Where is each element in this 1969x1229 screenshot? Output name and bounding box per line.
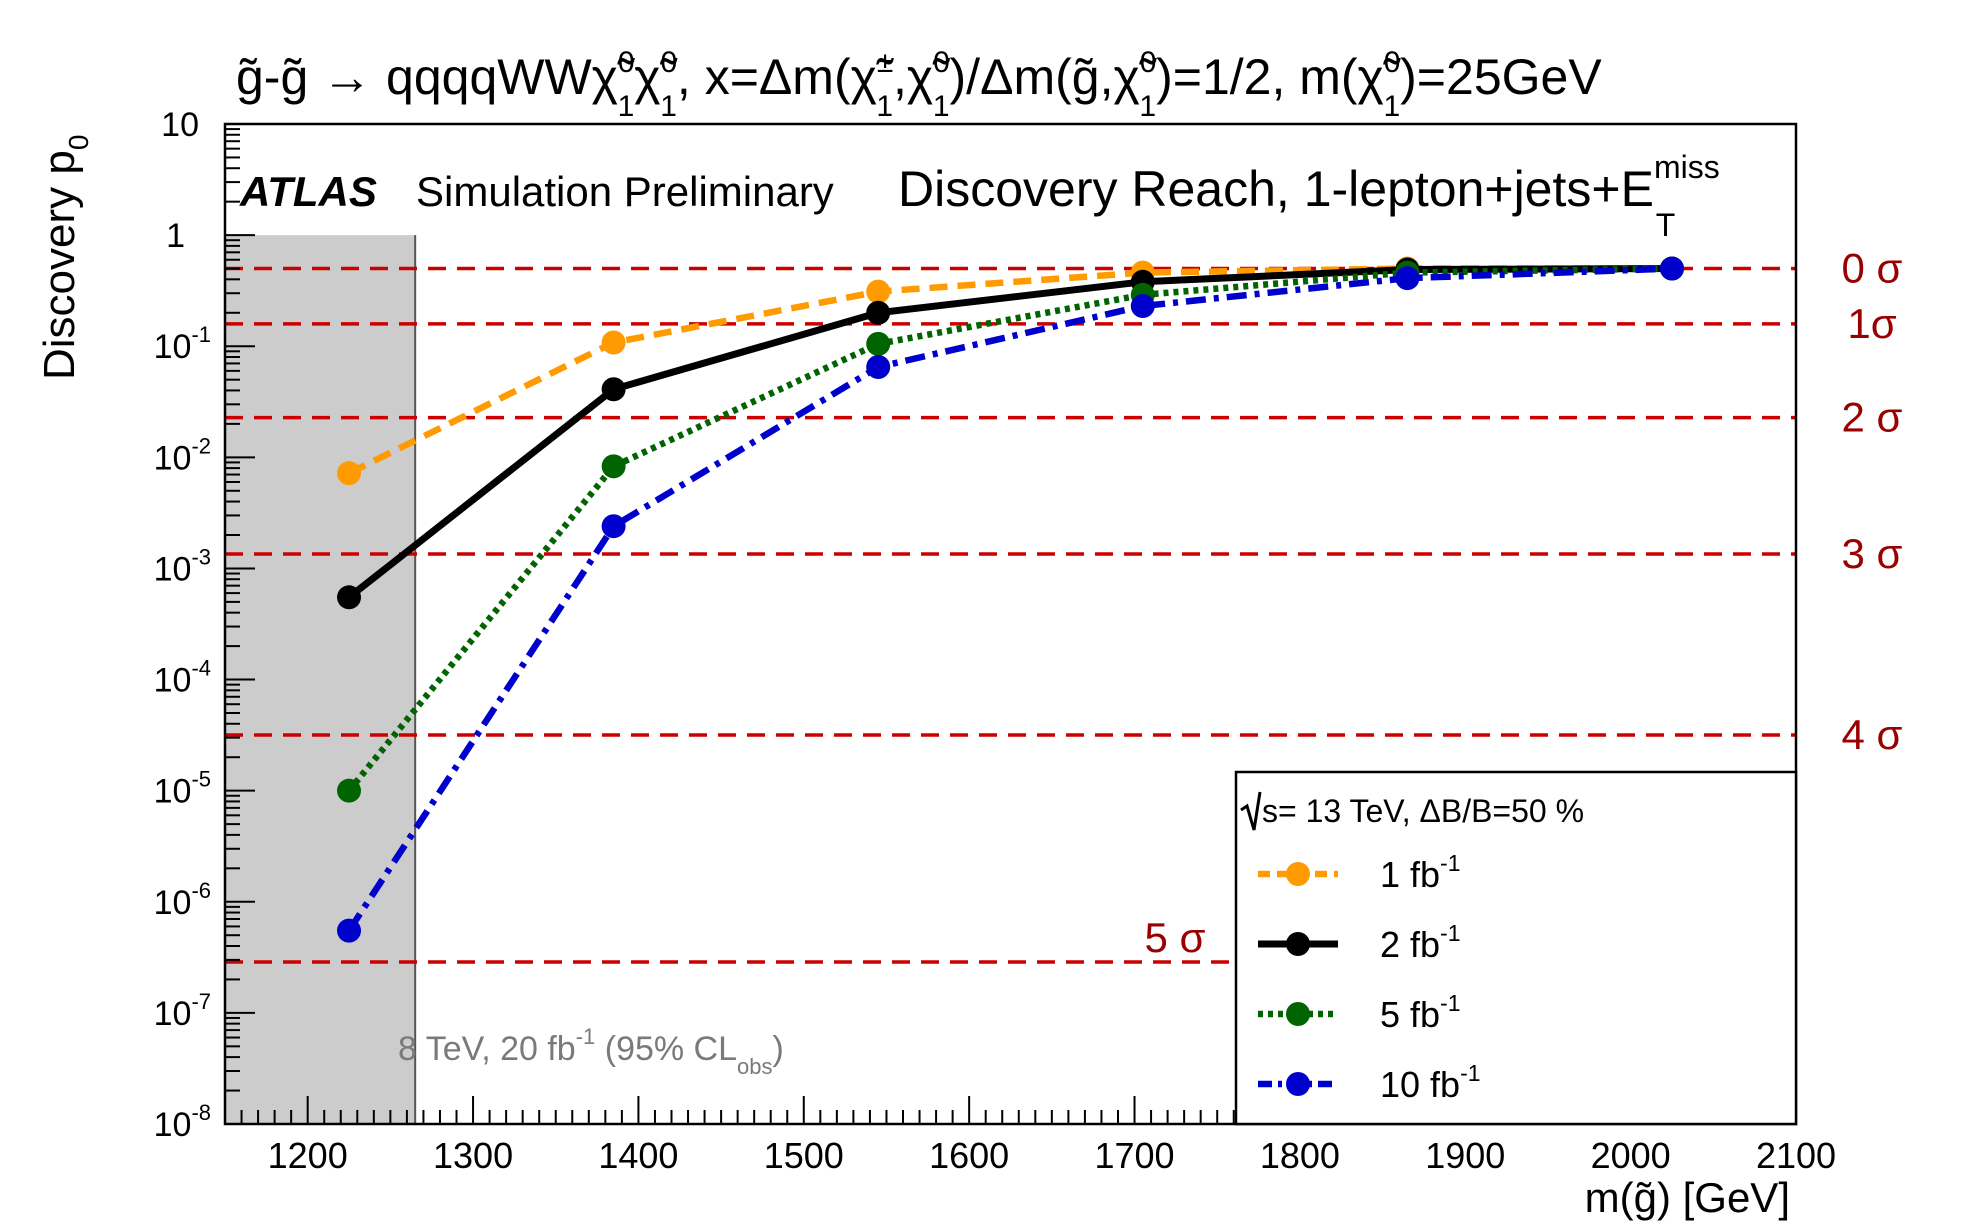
x-tick-label: 1900 (1425, 1135, 1505, 1176)
sigma-label: 0 σ (1842, 245, 1903, 292)
y-tick-label: 10-7 (154, 989, 211, 1033)
plot-frame (223, 122, 1798, 1126)
data-point (1130, 294, 1155, 319)
y-axis-label: Discovery p0 (35, 135, 94, 380)
x-tick-label: 1600 (929, 1135, 1009, 1176)
y-tick-label: 10-1 (154, 322, 211, 366)
sigma-label: 1σ (1847, 300, 1896, 347)
series-line (346, 265, 1672, 601)
legend-label: 10 fb-1 (1380, 1060, 1481, 1105)
legend-swatch-marker (1286, 1072, 1310, 1096)
data-point (601, 377, 626, 402)
data-point (1395, 266, 1420, 291)
sigma-label: 3 σ (1842, 530, 1903, 577)
legend-label: 2 fb-1 (1380, 920, 1461, 965)
data-point (337, 918, 362, 943)
y-tick-label: 10-3 (154, 544, 211, 588)
data-point (1659, 256, 1684, 281)
atlas-label: ATLAS (239, 168, 377, 215)
y-tick-label: 10-6 (154, 878, 211, 922)
excluded-region (225, 235, 416, 1125)
y-tick-label: 10-5 (154, 767, 211, 811)
x-tick-label: 1400 (598, 1135, 678, 1176)
excluded-region-label: 8 TeV, 20 fb-1 (95% CLobs) (398, 1024, 784, 1079)
data-point (337, 778, 362, 803)
y-tick-label: 10 (161, 106, 199, 144)
x-tick-label: 1500 (764, 1135, 844, 1176)
y-tick-label: 10-4 (154, 656, 211, 700)
legend-label: 1 fb-1 (1380, 850, 1461, 895)
data-point (866, 279, 891, 304)
legend-item: 10 fb-1 (1258, 1060, 1481, 1105)
data-point (601, 514, 626, 539)
y-tick-label: 10-8 (154, 1100, 211, 1144)
legend-header: s= 13 TeV, ΔB/B=50 % (1262, 793, 1584, 829)
chart-title: g̃-g̃ → qqqqWWχ̃0 1χ̃0 1, x=Δm(χ̃± 1,χ̃0 1)/… (236, 46, 1602, 123)
sigma-label: 4 σ (1842, 711, 1903, 758)
legend: s= 13 TeV, ΔB/B=50 % 1 fb-1 2 fb-1 5 fb-1 1… (1234, 770, 1798, 1126)
data-point (601, 330, 626, 355)
legend-item: 5 fb-1 (1258, 990, 1461, 1035)
x-tick-label: 1300 (433, 1135, 513, 1176)
legend-box (1234, 770, 1798, 1126)
x-tick-label: 1800 (1260, 1135, 1340, 1176)
series-line (346, 265, 1673, 793)
series-4 (337, 256, 1684, 943)
data-point (866, 331, 891, 356)
legend-swatch-marker (1286, 932, 1310, 956)
legend-swatch-marker (1286, 1002, 1310, 1026)
legend-item: 2 fb-1 (1258, 920, 1461, 965)
sigma-label: 2 σ (1842, 394, 1903, 441)
legend-swatch-marker (1286, 862, 1310, 886)
series-3 (337, 256, 1684, 803)
x-tick-label: 1200 (268, 1135, 348, 1176)
x-tick-label: 1700 (1094, 1135, 1174, 1176)
x-tick-label: 2000 (1591, 1135, 1671, 1176)
chart-subtitle: Discovery Reach, 1-lepton+jets+Emiss T (898, 149, 1720, 243)
legend-label: 5 fb-1 (1380, 990, 1461, 1035)
legend-item: 1 fb-1 (1258, 850, 1461, 895)
data-point (337, 461, 362, 486)
simulation-label: Simulation Preliminary (416, 168, 834, 215)
data-point (601, 454, 626, 479)
data-point (866, 300, 891, 325)
sigma-label: 5 σ (1145, 914, 1206, 961)
x-tick-label: 2100 (1756, 1135, 1836, 1176)
data-point (866, 355, 891, 380)
y-tick-label: 10-2 (154, 433, 211, 477)
x-axis-label: m(g̃) [GeV] (1585, 1174, 1790, 1221)
sqrt-symbol (1240, 791, 1262, 831)
y-tick-label: 1 (166, 217, 185, 255)
data-point (337, 585, 362, 610)
